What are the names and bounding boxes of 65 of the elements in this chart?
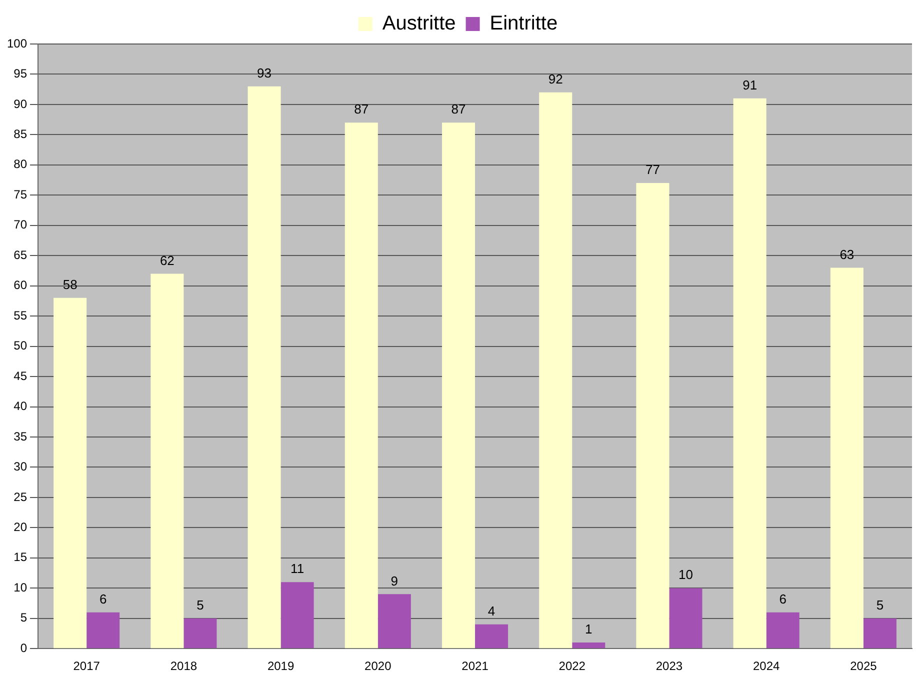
- y-tick-label: 80: [14, 157, 28, 172]
- data-label: 5: [196, 597, 204, 612]
- bar: [442, 122, 476, 648]
- y-tick-label: 75: [14, 187, 28, 202]
- x-tick-label: 2019: [267, 659, 294, 674]
- x-tick-label: 2017: [73, 659, 100, 674]
- bar: [572, 642, 606, 648]
- bar: [280, 582, 314, 648]
- bar: [344, 122, 378, 648]
- x-tick-label: 2024: [752, 659, 780, 674]
- y-tick-label: 35: [14, 429, 28, 444]
- data-label: 6: [99, 591, 107, 606]
- data-label: 5: [876, 597, 884, 612]
- bar: [475, 624, 508, 648]
- data-label: 62: [160, 252, 174, 268]
- x-tick-label: 2022: [558, 659, 586, 674]
- bar: [766, 612, 800, 648]
- x-tick-label: 2023: [656, 659, 683, 674]
- bar: [863, 618, 896, 648]
- data-label: 10: [678, 567, 693, 582]
- x-tick-label: 2025: [850, 659, 878, 674]
- y-tick-label: 55: [14, 308, 28, 322]
- y-tick-label: 10: [14, 580, 28, 594]
- y-tick-label: 5: [20, 610, 28, 625]
- data-label: 87: [354, 102, 369, 117]
- x-tick-label: 2018: [170, 659, 198, 674]
- y-tick-label: 45: [14, 368, 28, 383]
- data-label: 6: [779, 591, 786, 606]
- bar: [539, 92, 572, 648]
- y-tick-label: 0: [20, 640, 28, 655]
- bar: [733, 98, 766, 648]
- y-tick-label: 20: [14, 520, 28, 534]
- bar: [86, 612, 120, 648]
- y-tick-label: 85: [14, 127, 28, 142]
- bar: [830, 268, 864, 648]
- data-label: 87: [451, 102, 466, 117]
- x-tick-label: 2020: [364, 659, 392, 674]
- bar: [54, 298, 87, 648]
- legend-label: Eintritte: [490, 12, 558, 35]
- data-label: 11: [290, 561, 304, 576]
- data-label: 77: [645, 162, 660, 178]
- data-label: 4: [488, 603, 496, 618]
- data-label: 91: [742, 77, 758, 92]
- y-tick-label: 70: [14, 218, 28, 232]
- y-tick-label: 15: [14, 550, 28, 564]
- y-tick-label: 30: [14, 460, 28, 474]
- bar: [184, 618, 217, 648]
- bar: [378, 594, 411, 648]
- data-label: 92: [548, 71, 563, 86]
- y-tick-label: 40: [14, 399, 28, 414]
- x-tick-label: 2021: [462, 659, 489, 674]
- y-tick-label: 50: [14, 338, 28, 353]
- y-tick-label: 65: [14, 248, 28, 262]
- y-tick-label: 90: [14, 96, 28, 111]
- bar: [669, 588, 702, 648]
- data-label: 1: [585, 622, 592, 637]
- data-label: 9: [390, 573, 398, 588]
- y-tick-label: 100: [6, 36, 28, 50]
- y-tick-label: 25: [14, 490, 28, 504]
- bar: [248, 86, 281, 648]
- legend-label: Austritte: [382, 12, 456, 35]
- bar: [150, 274, 184, 648]
- y-tick-label: 95: [14, 66, 28, 81]
- y-tick-label: 60: [14, 278, 28, 292]
- bar: [636, 183, 670, 648]
